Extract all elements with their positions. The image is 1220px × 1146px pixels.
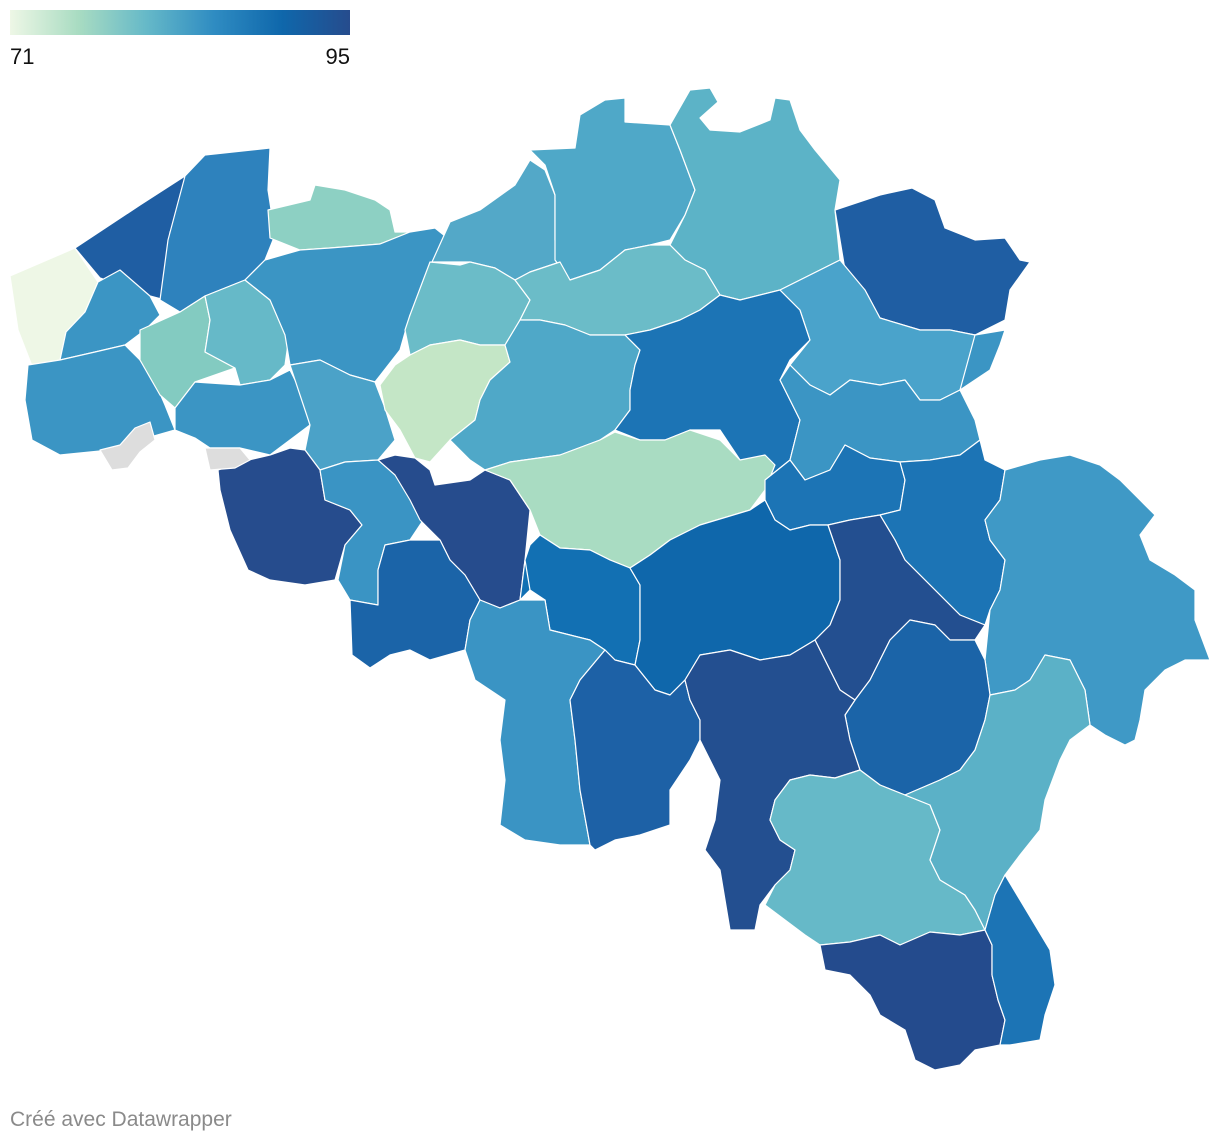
map-region-west-lower[interactable]	[174, 369, 311, 456]
color-legend: 71 95	[10, 10, 350, 70]
legend-min-label: 71	[10, 44, 35, 69]
map-region-no-data-1[interactable]	[99, 421, 156, 471]
map-region-bastogne[interactable]	[904, 654, 1091, 931]
map-region-no-data-2[interactable]	[204, 447, 251, 471]
map-region-north-2[interactable]	[529, 97, 696, 281]
map-region-liege-east[interactable]	[984, 454, 1211, 746]
map-region-arlon[interactable]	[984, 874, 1056, 1046]
map-region-philippeville[interactable]	[569, 649, 701, 851]
map-region-virton[interactable]	[819, 929, 1006, 1071]
map-region-limburg-2[interactable]	[959, 329, 1006, 391]
legend-max-label: 95	[325, 44, 350, 69]
datawrapper-credit: Créé avec Datawrapper	[10, 1108, 232, 1131]
legend-gradient-bar	[10, 10, 350, 35]
map-region-north-1[interactable]	[431, 159, 561, 281]
